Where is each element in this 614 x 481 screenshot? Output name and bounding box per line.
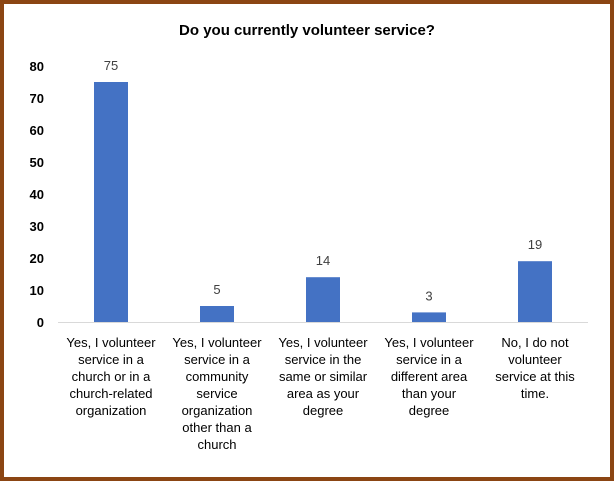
x-category-label: No, I do not volunteer service at this time… <box>481 334 589 402</box>
x-category-label-line: organization <box>181 403 253 418</box>
bar <box>412 312 446 322</box>
x-category-label-line: church-related <box>69 386 153 401</box>
bar <box>200 306 234 322</box>
x-category-label: Yes, I volunteer service in a community ser… <box>163 334 271 453</box>
chart-title: Do you currently volunteer service? <box>179 22 435 39</box>
x-category-label-line: same or similar <box>278 369 368 384</box>
x-category-label-line: area as your <box>286 386 360 401</box>
x-category-label-line: Yes, I volunteer <box>384 335 474 350</box>
y-tick-label: 30 <box>30 219 44 234</box>
y-tick-label: 10 <box>30 283 44 298</box>
bar-chart: 0 10 20 30 40 50 60 70 80 75 5 14 3 19 <box>30 58 588 330</box>
data-label: 19 <box>528 237 542 252</box>
x-category-label-line: other than a <box>182 420 252 435</box>
x-category-label-line: community <box>185 369 249 384</box>
x-category-label-line: service <box>196 386 238 401</box>
x-category-label-line: organization <box>75 403 147 418</box>
x-category-label-line: Yes, I volunteer <box>278 335 368 350</box>
bar <box>518 261 552 322</box>
data-label: 14 <box>316 253 330 268</box>
x-category-label-line: time. <box>520 386 550 401</box>
y-tick-label: 20 <box>30 251 44 266</box>
y-tick-label: 70 <box>30 91 44 106</box>
x-category-label-line: church <box>197 437 237 452</box>
data-label: 75 <box>104 58 118 73</box>
x-category-label-line: service in a <box>78 352 144 367</box>
x-category-label-line: Yes, I volunteer <box>66 335 156 350</box>
x-category-label-line: degree <box>302 403 344 418</box>
x-category-label-line: degree <box>408 403 450 418</box>
y-tick-label: 80 <box>30 59 44 74</box>
x-category-label-line: Yes, I volunteer <box>172 335 262 350</box>
x-category-label-line: different area <box>390 369 468 384</box>
y-tick-label: 50 <box>30 155 44 170</box>
y-tick-label: 60 <box>30 123 44 138</box>
x-category-label: Yes, I volunteer service in a different ar… <box>375 334 483 419</box>
x-category-label-line: No, I do not <box>501 335 569 350</box>
x-category-label: Yes, I volunteer service in a church or in… <box>57 334 165 419</box>
bar <box>94 82 128 322</box>
y-tick-label: 40 <box>30 187 44 202</box>
x-category-label-line: than your <box>401 386 457 401</box>
x-category-label: Yes, I volunteer service in the same or si… <box>269 334 377 419</box>
x-category-label-line: service in the <box>284 352 362 367</box>
x-category-label-line: service in a <box>396 352 462 367</box>
x-category-label-line: church or in a <box>71 369 151 384</box>
bar <box>306 277 340 322</box>
data-label: 5 <box>213 282 220 297</box>
data-label: 3 <box>425 288 432 303</box>
y-tick-label: 0 <box>37 315 44 330</box>
x-category-label-line: volunteer <box>508 352 562 367</box>
x-category-label-line: service at this <box>495 369 575 384</box>
x-category-label-line: service in a <box>184 352 250 367</box>
